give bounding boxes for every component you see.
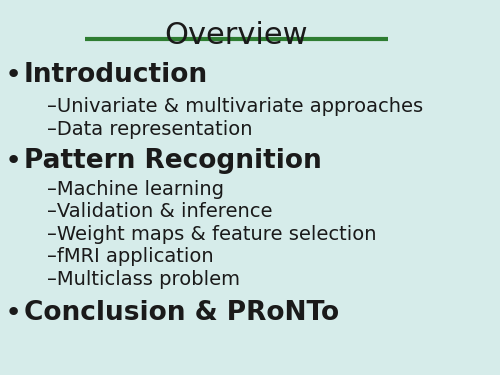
Text: Pattern Recognition: Pattern Recognition — [24, 148, 322, 174]
Text: –fMRI application: –fMRI application — [48, 248, 214, 266]
Text: Introduction: Introduction — [24, 62, 208, 88]
Text: •: • — [4, 147, 22, 175]
Text: •: • — [4, 299, 22, 327]
Text: •: • — [4, 61, 22, 89]
Text: Overview: Overview — [164, 21, 308, 50]
Text: –Data representation: –Data representation — [48, 120, 253, 139]
Text: –Multiclass problem: –Multiclass problem — [48, 270, 240, 289]
Text: –Validation & inference: –Validation & inference — [48, 202, 273, 221]
Text: –Univariate & multivariate approaches: –Univariate & multivariate approaches — [48, 98, 424, 116]
Text: Conclusion & PRoNTo: Conclusion & PRoNTo — [24, 300, 339, 326]
Text: –Weight maps & feature selection: –Weight maps & feature selection — [48, 225, 377, 244]
Text: –Machine learning: –Machine learning — [48, 180, 224, 199]
